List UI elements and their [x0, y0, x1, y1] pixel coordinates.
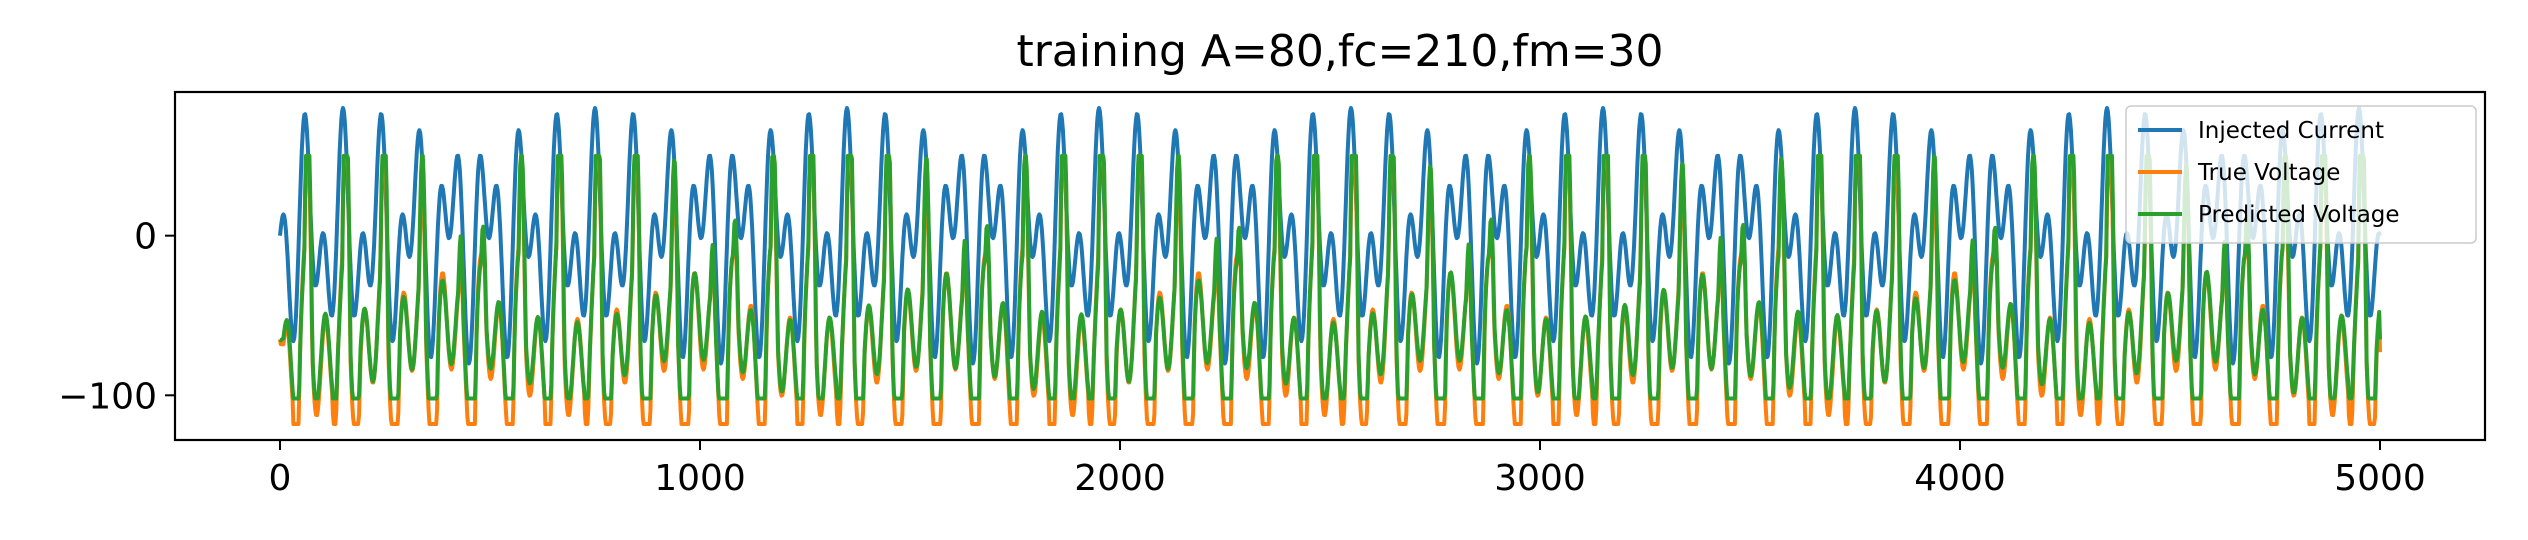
legend-label-predicted-voltage: Predicted Voltage: [2198, 202, 2400, 228]
x-tick-label: 2000: [1074, 458, 1166, 499]
series-line-predicted-voltage: [278, 153, 2382, 401]
x-tick-label: 3000: [1494, 458, 1586, 499]
x-tick-label: 0: [269, 458, 292, 499]
chart-title: training A=80,fc=210,fm=30: [1016, 26, 1663, 77]
legend: Injected Current True Voltage Predicted …: [2125, 105, 2477, 244]
plot-lines: [278, 106, 2382, 426]
x-tick-label: 1000: [654, 458, 746, 499]
legend-label-true-voltage: True Voltage: [2197, 160, 2340, 186]
x-axis: 0 1000 2000 3000 4000 5000: [269, 440, 2426, 499]
x-tick-label: 4000: [1914, 458, 2006, 499]
legend-label-injected-current: Injected Current: [2198, 118, 2384, 144]
y-tick-label: −100: [58, 376, 157, 417]
series-line-injected-current: [278, 106, 2382, 366]
y-axis: 0 −100: [58, 217, 175, 417]
legend-box: [2125, 105, 2477, 244]
y-tick-label: 0: [134, 217, 157, 258]
plot-frame: [173, 90, 2487, 442]
x-tick-label: 5000: [2334, 458, 2426, 499]
